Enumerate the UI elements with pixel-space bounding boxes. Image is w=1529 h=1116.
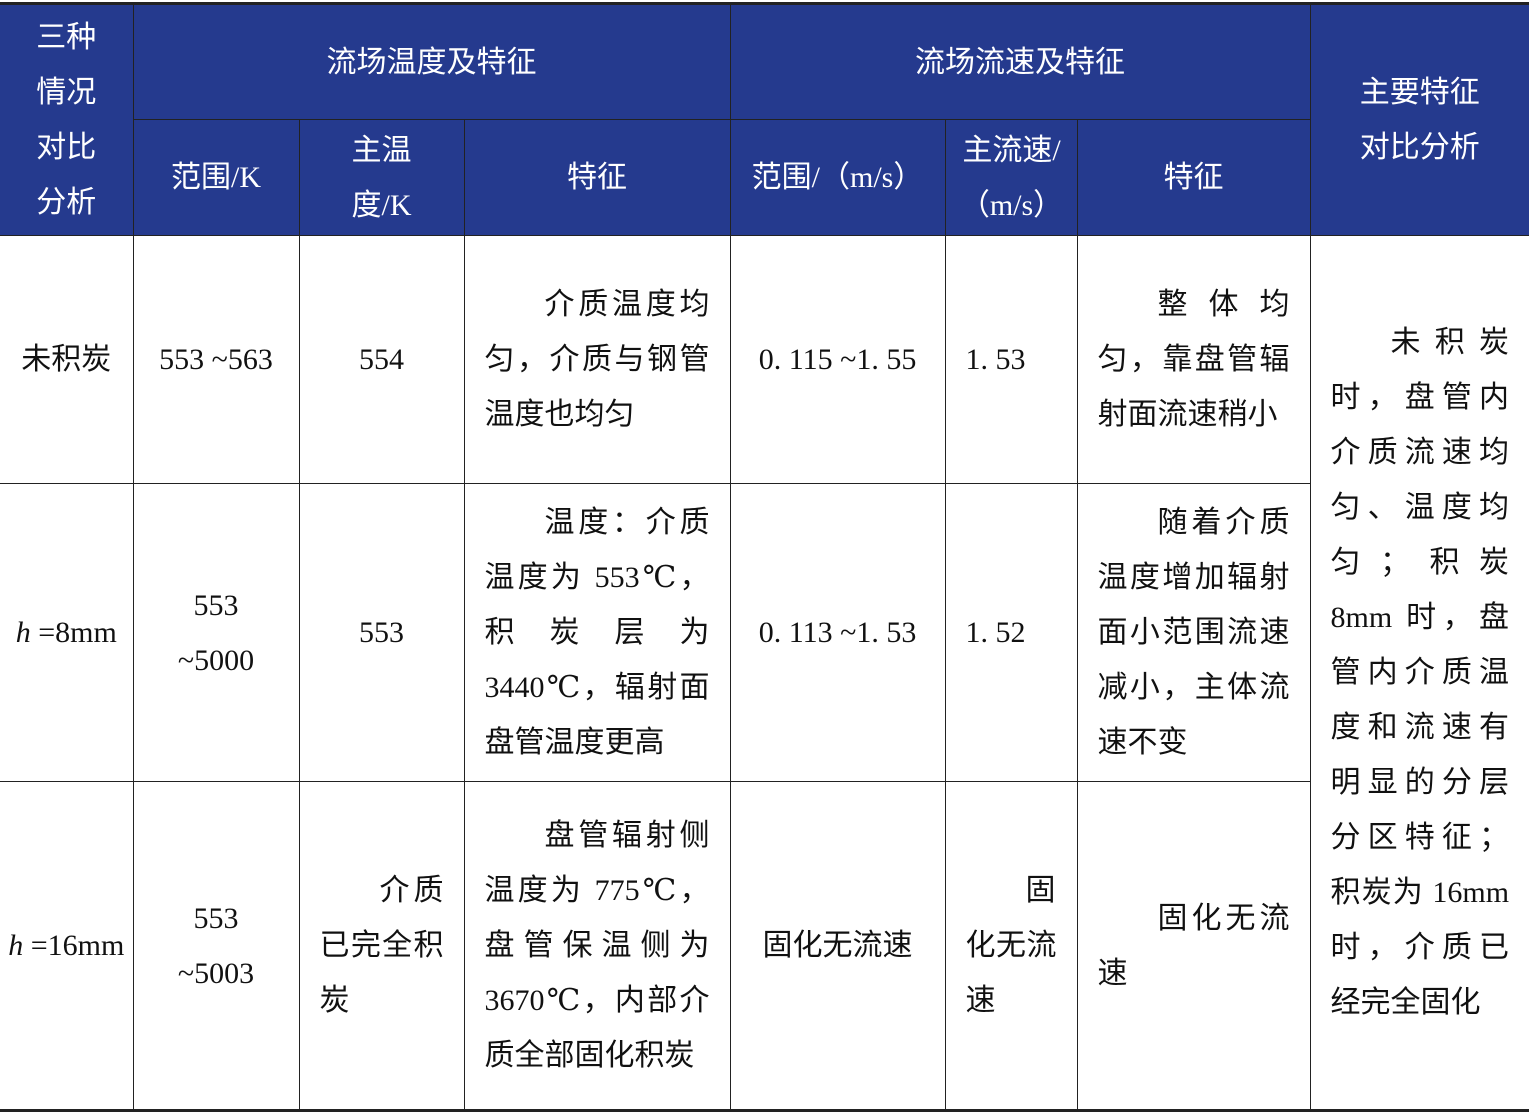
temp-group-header: 流场温度及特征 (132, 3, 731, 120)
velocity-main-cell: 1. 53 (944, 235, 1078, 484)
velocity-range-cell: 0. 113 ~1. 53 (729, 483, 946, 782)
velocity-range-header: 范围/（m/s） (729, 119, 946, 236)
temp-feature-cell: 温度：介质温度为 553℃，积炭层为 3440℃，辐射面盘管温度更高 (463, 483, 731, 782)
corner-header-top: 三种情况 (36, 21, 97, 109)
case-label: =16mm (23, 929, 125, 962)
case-variable: h (8, 929, 24, 962)
velocity-feature-cell: 随着介质温度增加辐射面小范围流速减小，主体流速不变 (1076, 483, 1311, 782)
velocity-main-header-text: 主流速/（m/s） (959, 133, 1064, 222)
temp-main-cell: 554 (298, 235, 465, 484)
velocity-feature-cell: 整体均匀，靠盘管辐射面流速稍小 (1076, 235, 1311, 484)
corner-header-bottom: 对比分析 (36, 131, 97, 219)
table-row: h =16mm 553 ~5003 介质已完全积炭 盘管辐射侧温度为 775℃，… (0, 781, 1529, 1111)
temp-range-cell: 553 ~5003 (132, 781, 300, 1111)
temp-feature-cell: 盘管辐射侧温度为 775℃，盘管保温侧为 3670℃，内部介质全部固化积炭 (463, 781, 731, 1111)
temp-main-cell: 介质已完全积炭 (298, 781, 465, 1111)
case-cell: h =8mm (0, 483, 134, 782)
temp-feature-header: 特征 (463, 119, 731, 236)
summary-cell: 未积炭时，盘管内介质流速均匀、温度均匀；积炭 8mm 时，盘管内介质温度和流速有… (1309, 235, 1529, 1111)
temp-main-cell: 553 (298, 483, 465, 782)
header-row-2: 范围/K 主温度/K 特征 范围/（m/s） 主流速/（m/s） 特征 (0, 119, 1529, 236)
temp-range-header: 范围/K (132, 119, 300, 236)
corner-header: 三种情况 对比分析 (0, 3, 134, 236)
temp-main-header-text: 主温度/K (351, 133, 412, 222)
temp-range-cell: 553 ~563 (132, 235, 300, 484)
temp-main-header: 主温度/K (298, 119, 465, 236)
velocity-main-cell: 1. 52 (944, 483, 1078, 782)
header-row-1: 三种情况 对比分析 流场温度及特征 流场流速及特征 主要特征对比分析 (0, 3, 1529, 236)
velocity-feature-header: 特征 (1076, 119, 1311, 236)
case-label: =8mm (30, 616, 117, 649)
temp-feature-cell: 介质温度均匀，介质与钢管温度也均匀 (463, 235, 731, 484)
case-cell: 未积炭 (0, 235, 134, 484)
velocity-group-header: 流场流速及特征 (729, 3, 1311, 120)
case-label: 未积炭 (21, 343, 112, 376)
velocity-main-header: 主流速/（m/s） (944, 119, 1078, 236)
case-cell: h =16mm (0, 781, 134, 1111)
velocity-main-cell: 固化无流速 (944, 781, 1078, 1111)
velocity-range-cell: 固化无流速 (729, 781, 946, 1111)
case-variable: h (15, 616, 31, 649)
velocity-range-cell: 0. 115 ~1. 55 (729, 235, 946, 484)
summary-header: 主要特征对比分析 (1309, 3, 1529, 236)
temp-range-cell: 553 ~5000 (132, 483, 300, 782)
table-row: 未积炭 553 ~563 554 介质温度均匀，介质与钢管温度也均匀 0. 11… (0, 235, 1529, 1111)
velocity-feature-cell: 固化无流速 (1076, 781, 1311, 1111)
table-row: h =8mm 553 ~5000 553 温度：介质温度为 553℃，积炭层为 … (0, 483, 1529, 782)
summary-header-text: 主要特征对比分析 (1359, 76, 1480, 164)
